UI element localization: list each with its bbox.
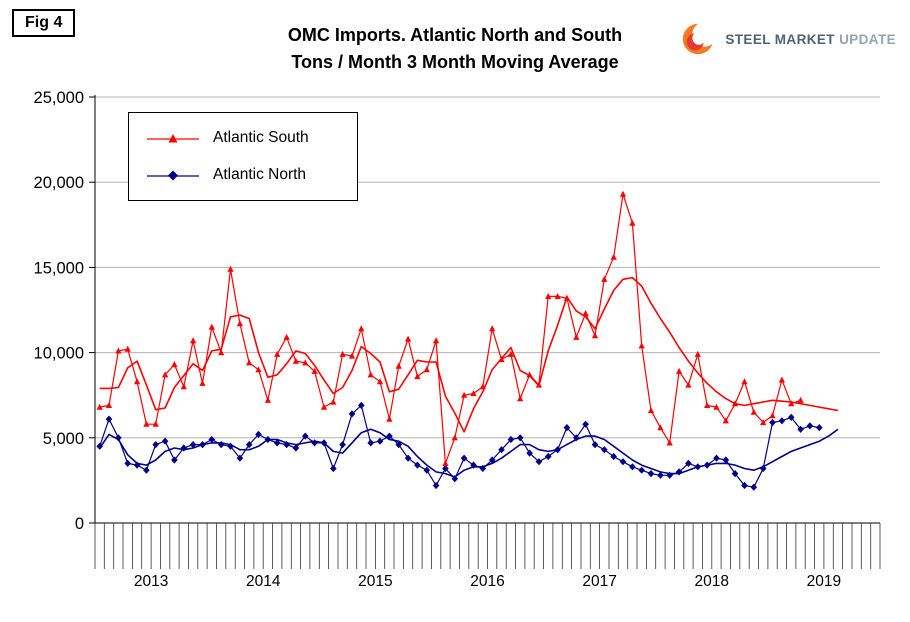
svg-text:25,000: 25,000 [34, 89, 84, 107]
svg-text:15,000: 15,000 [34, 259, 84, 277]
svg-text:2014: 2014 [246, 573, 281, 590]
svg-text:2019: 2019 [807, 573, 841, 590]
legend-swatch-atlantic-south [147, 133, 199, 142]
smu-logo-icon [683, 21, 718, 55]
svg-text:20,000: 20,000 [34, 174, 84, 192]
svg-text:2016: 2016 [470, 573, 504, 590]
chart-title: OMC Imports. Atlantic North and South To… [0, 22, 910, 76]
legend-label-atlantic-north: Atlantic North [213, 166, 307, 183]
legend-item-atlantic-south: Atlantic South [145, 125, 357, 151]
smu-logo-word-steel: STEEL [725, 31, 771, 47]
legend-marker-triangle-icon [168, 133, 178, 142]
legend-label-atlantic-south: Atlantic South [213, 129, 309, 146]
figure-label: Fig 4 [12, 9, 76, 37]
svg-text:5,000: 5,000 [43, 430, 84, 448]
svg-text:2013: 2013 [134, 573, 168, 590]
legend-swatch-atlantic-north [147, 170, 199, 180]
chart-legend: Atlantic South Atlantic North [128, 112, 358, 201]
svg-text:2018: 2018 [695, 573, 729, 590]
legend-item-atlantic-north: Atlantic North [145, 162, 357, 188]
smu-logo-text: STEEL MARKET UPDATE [725, 32, 896, 47]
svg-text:10,000: 10,000 [34, 345, 84, 363]
chart-title-line2: Tons / Month 3 Month Moving Average [291, 52, 619, 72]
svg-text:2015: 2015 [358, 573, 392, 590]
smu-logo-word-market: MARKET [774, 31, 835, 47]
smu-logo: STEEL MARKET UPDATE [680, 20, 896, 58]
svg-text:0: 0 [75, 515, 84, 533]
svg-text:2017: 2017 [582, 573, 616, 590]
smu-logo-word-update: UPDATE [839, 31, 896, 47]
legend-marker-diamond-icon [168, 170, 178, 180]
chart-title-line1: OMC Imports. Atlantic North and South [287, 25, 623, 45]
